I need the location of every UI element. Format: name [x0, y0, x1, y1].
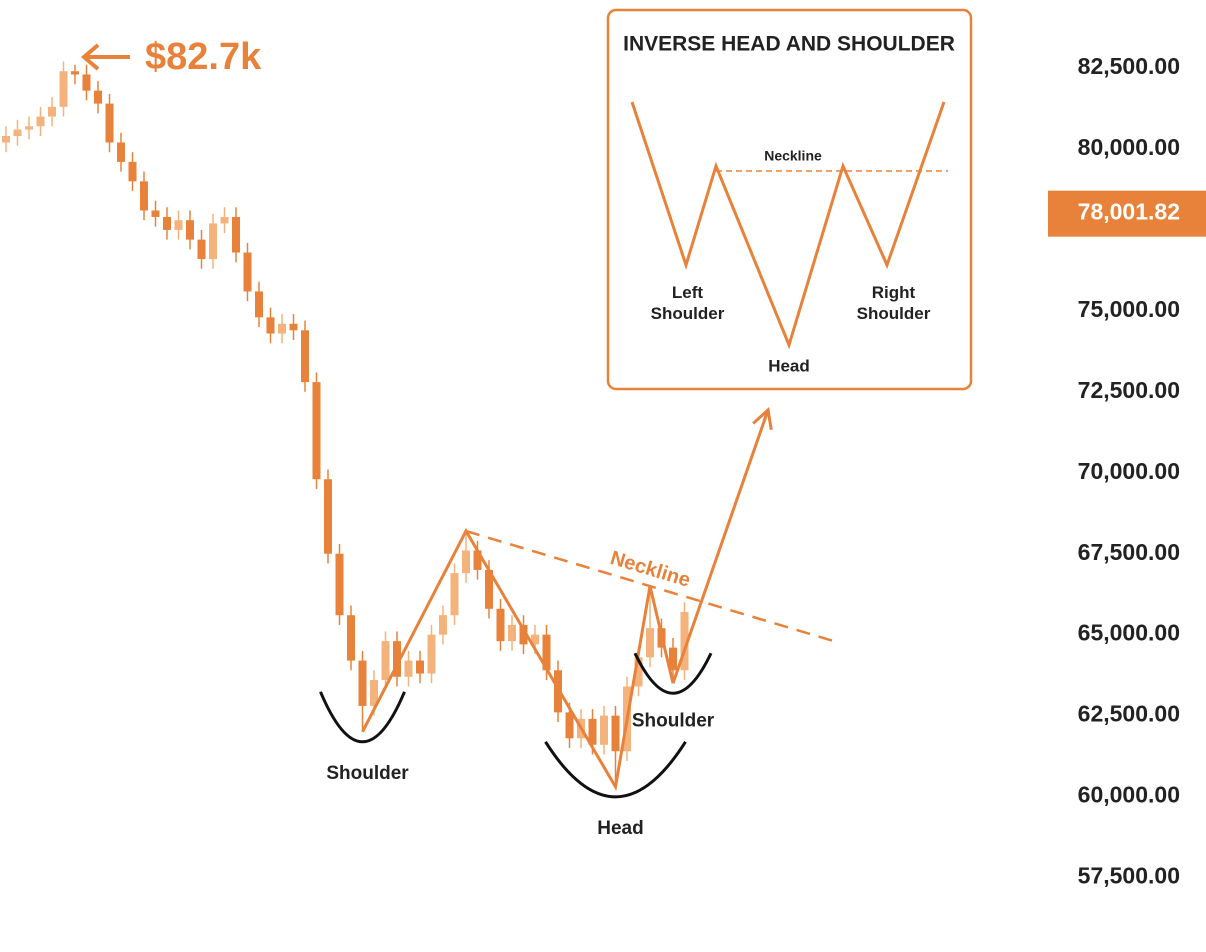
candle-body: [312, 382, 321, 480]
y-tick-label: 57,500.00: [1078, 863, 1180, 889]
candle-body: [496, 608, 505, 642]
candle-body: [473, 550, 482, 570]
pattern-label: Shoulder: [632, 710, 715, 731]
candle-body: [646, 628, 654, 658]
candle-body: [117, 142, 125, 162]
pattern-zigzag: [361, 527, 675, 792]
inset-right-shoulder: Right Shoulder: [856, 283, 931, 323]
candle-body: [381, 641, 390, 680]
candle-body: [634, 657, 643, 687]
pattern-arc: [633, 652, 713, 695]
candle-body: [71, 71, 79, 75]
current-price-label: 78,001.82: [1078, 199, 1180, 225]
candle-body: [209, 223, 217, 260]
candle-body: [358, 660, 367, 706]
candle-body: [140, 181, 148, 211]
y-tick-label: 67,500.00: [1078, 539, 1180, 565]
candle-body: [82, 74, 91, 91]
candle-body: [151, 210, 160, 217]
candle-body: [485, 569, 493, 609]
candle-body: [611, 715, 620, 752]
candle-body: [462, 550, 470, 574]
y-tick-label: 80,000.00: [1078, 134, 1180, 160]
breakout-arrow-head: [752, 407, 773, 430]
candle-body: [301, 330, 309, 383]
candle-body: [278, 323, 286, 334]
y-tick-label: 60,000.00: [1078, 782, 1180, 808]
candle-body: [370, 680, 378, 706]
candle-body: [186, 220, 194, 240]
candle-body: [508, 624, 516, 642]
y-tick-label: 72,500.00: [1078, 377, 1180, 403]
candle-body: [105, 103, 114, 143]
inset-left-shoulder: Left Shoulder: [650, 283, 725, 323]
candle-body: [427, 634, 436, 674]
candle-body: [416, 660, 424, 674]
neckline: [465, 529, 841, 645]
y-tick-label: 62,500.00: [1078, 701, 1180, 727]
candle-body: [174, 220, 183, 230]
candle-body: [335, 553, 344, 616]
candle-body: [220, 216, 229, 224]
candle-body: [588, 718, 597, 745]
candle-body: [289, 323, 298, 331]
candle-body: [36, 116, 45, 127]
candle-body: [324, 479, 332, 554]
candle-body: [243, 252, 252, 292]
pattern-label: Shoulder: [326, 763, 409, 784]
pattern-arc: [319, 691, 406, 744]
candle-body: [2, 136, 10, 143]
candle-body: [255, 291, 263, 318]
candle-body: [163, 216, 171, 230]
candle-body: [393, 641, 401, 677]
candle-body: [600, 715, 608, 745]
inset-neckline-label: Neckline: [764, 148, 822, 164]
y-tick-label: 82,500.00: [1078, 53, 1180, 79]
candle-body: [13, 129, 22, 136]
candle-body: [25, 126, 33, 130]
candle-body: [94, 90, 102, 104]
inset-pattern: [630, 101, 946, 350]
candle-body: [565, 712, 574, 739]
pattern-arc: [544, 741, 687, 799]
y-tick-label: 70,000.00: [1078, 458, 1180, 484]
candle-body: [669, 647, 677, 671]
peak-label: $82.7k: [145, 36, 262, 78]
candle-body: [266, 317, 275, 334]
inset-head-label: Head: [768, 356, 810, 375]
candle-body: [531, 634, 539, 645]
y-tick-label: 65,000.00: [1078, 620, 1180, 646]
candle-body: [347, 615, 355, 661]
candle-body: [48, 106, 56, 117]
candle-body: [404, 660, 413, 677]
candle-body: [519, 624, 528, 645]
candle-body: [197, 239, 206, 260]
candle-body: [439, 615, 447, 635]
candle-body: [542, 634, 551, 671]
y-tick-label: 75,000.00: [1078, 296, 1180, 322]
current-price-box: [1048, 190, 1206, 237]
candle-body: [128, 161, 137, 182]
candle-body: [450, 573, 459, 616]
breakout-arrow: [671, 409, 770, 684]
candle-body: [680, 612, 689, 671]
pattern-label: Head: [597, 818, 643, 839]
inset-title: INVERSE HEAD AND SHOULDER: [623, 33, 955, 56]
candle-body: [59, 71, 68, 107]
candle-body: [232, 216, 240, 253]
peak-arrow-head: [80, 43, 100, 71]
inset-box: [606, 8, 973, 391]
